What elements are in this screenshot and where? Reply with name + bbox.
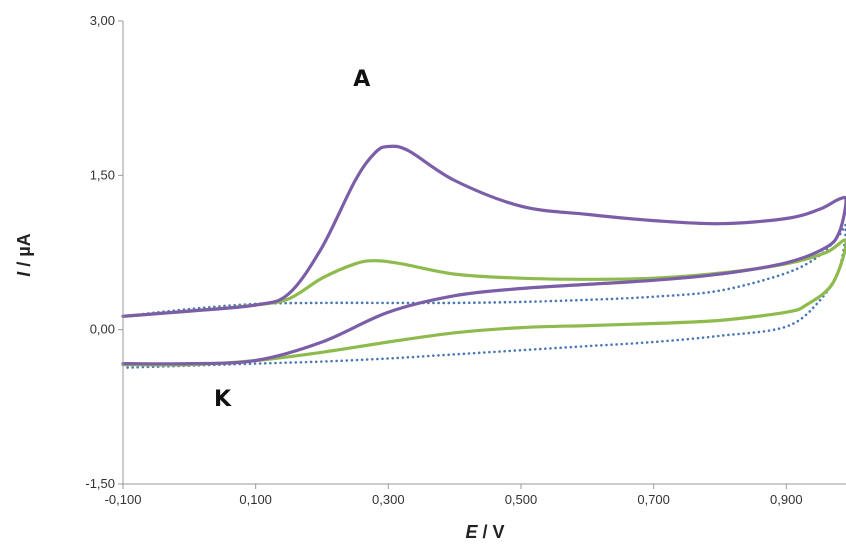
x-tick-label: 0,900 [770, 492, 803, 507]
x-tick-label: 0,300 [372, 492, 405, 507]
y-axis-label: I / µA [14, 233, 34, 276]
x-tick-label: 0,500 [505, 492, 538, 507]
y-axis-label-symbol: I [14, 271, 34, 277]
series-1-curve [121, 238, 846, 367]
x-axis-label-symbol: E [465, 522, 478, 542]
axes [118, 20, 846, 489]
x-tick-label: 0,700 [637, 492, 670, 507]
series-0-curve [121, 144, 846, 366]
y-tick-label: 3,00 [90, 13, 115, 28]
y-tick-label: 1,50 [90, 167, 115, 182]
y-tick-label: -1,50 [85, 476, 115, 491]
x-tick-label: 0,100 [239, 492, 272, 507]
series-2-curve [121, 223, 846, 369]
annotation-anodic-label: A [353, 67, 370, 92]
y-tick-label: 0,00 [90, 322, 115, 337]
x-axis-label-unit: / V [478, 522, 505, 542]
x-axis-label: E / V [465, 522, 504, 542]
y-axis-label-unit: / µA [14, 233, 34, 271]
series-curves [121, 144, 846, 369]
annotation-cathodic-label: K [214, 387, 232, 412]
x-tick-label: -0,100 [105, 492, 142, 507]
tick-labels: -0,100 0,100 0,300 0,500 0,700 0,900 -1,50 0,00… [85, 13, 802, 507]
